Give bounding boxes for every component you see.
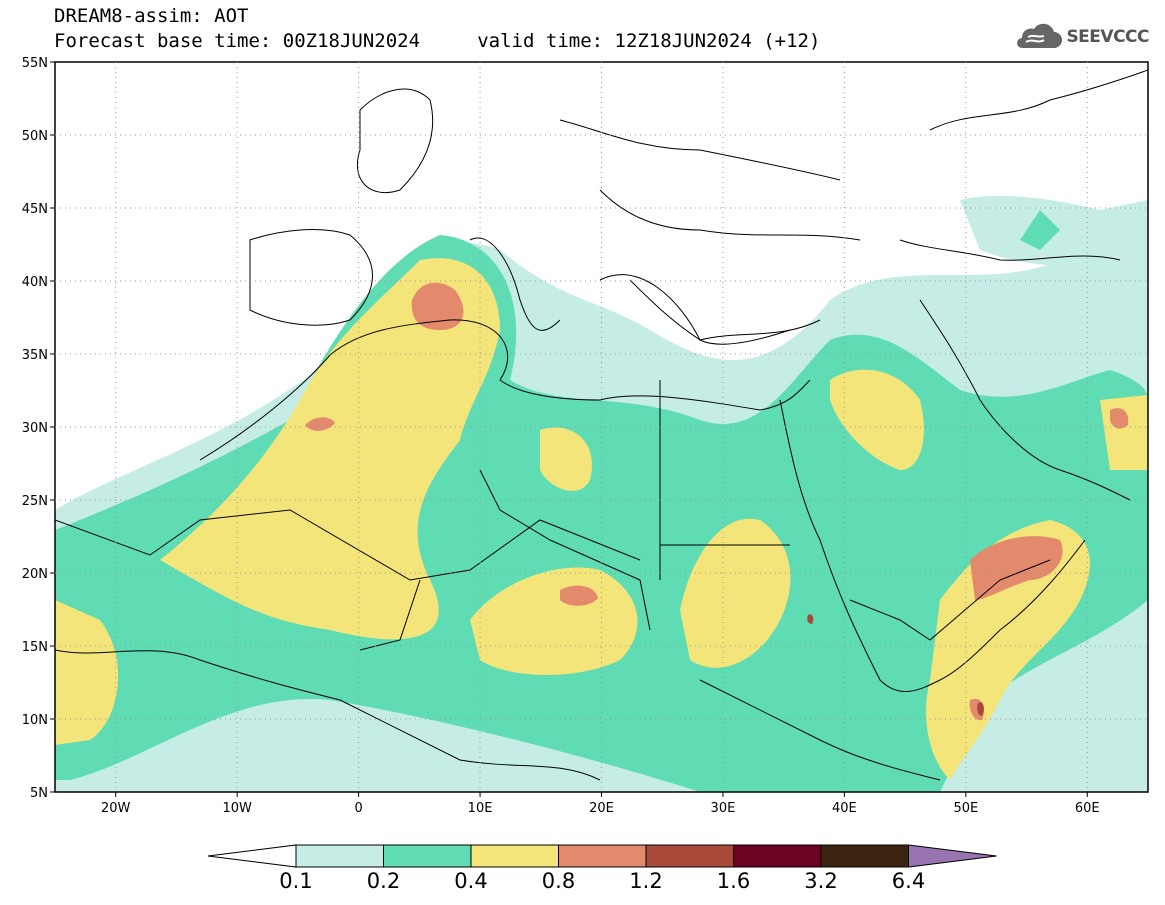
lon-label: 20W (101, 801, 131, 816)
seevccc-logo: SEEVCCC (1012, 22, 1149, 52)
aot-level-1-2 (807, 614, 984, 716)
colorbar-label: 0.1 (279, 869, 312, 893)
lat-label: 35N (22, 348, 48, 363)
lon-label: 20E (589, 801, 614, 816)
map-title: DREAM8-assim: AOT (54, 5, 249, 27)
colorbar-box (383, 844, 472, 868)
logo-text: SEEVCCC (1066, 27, 1149, 47)
colorbar-box (558, 844, 647, 868)
lat-label: 5N (30, 786, 48, 801)
colorbar-upper-triangle (908, 844, 997, 868)
lon-label: 60E (1075, 801, 1100, 816)
colorbar-box (733, 844, 822, 868)
colorbar-lower-triangle (207, 844, 297, 868)
lat-label: 50N (22, 129, 48, 144)
colorbar-label: 0.8 (542, 869, 575, 893)
lat-label: 10N (22, 713, 48, 728)
colorbar-box (645, 844, 734, 868)
lon-label: 10W (222, 801, 252, 816)
colorbar-box (295, 844, 384, 868)
lat-label: 25N (22, 494, 48, 509)
lon-label: 10E (468, 801, 493, 816)
lon-label: 50E (953, 801, 978, 816)
aot-level-0-8 (305, 282, 1129, 721)
lon-label: 40E (832, 801, 857, 816)
lon-label: 30E (711, 801, 736, 816)
lat-label: 20N (22, 567, 48, 582)
colorbar-label: 1.2 (629, 869, 662, 893)
lat-label: 40N (22, 275, 48, 290)
lat-label: 45N (22, 202, 48, 217)
lat-label: 55N (22, 56, 48, 71)
lat-label: 30N (22, 421, 48, 436)
colorbar-box (470, 844, 559, 868)
colorbar-label: 1.6 (717, 869, 750, 893)
colorbar (207, 844, 997, 868)
country-borders (55, 69, 1148, 781)
longitude-labels: 20W 10W 0 10E 20E 30E 40E 50E 60E (101, 801, 1100, 816)
colorbar-label: 6.4 (892, 869, 925, 893)
forecast-time-subtitle: Forecast base time: 00Z18JUN2024 valid t… (54, 30, 821, 52)
colorbar-labels: 0.1 0.2 0.4 0.8 1.2 1.6 3.2 6.4 (279, 869, 925, 893)
graticule (50, 61, 1148, 797)
cloud-icon (1017, 23, 1063, 48)
colorbar-label: 0.4 (454, 869, 487, 893)
latitude-labels: 55N 50N 45N 40N 35N 30N 25N 20N 15N 10N 5N (22, 56, 48, 801)
colorbar-label: 0.2 (367, 869, 400, 893)
colorbar-box (820, 844, 909, 868)
colorbar-label: 3.2 (804, 869, 837, 893)
lon-label: 0 (354, 801, 362, 816)
lat-label: 15N (22, 640, 48, 655)
aot-field (55, 69, 1148, 792)
